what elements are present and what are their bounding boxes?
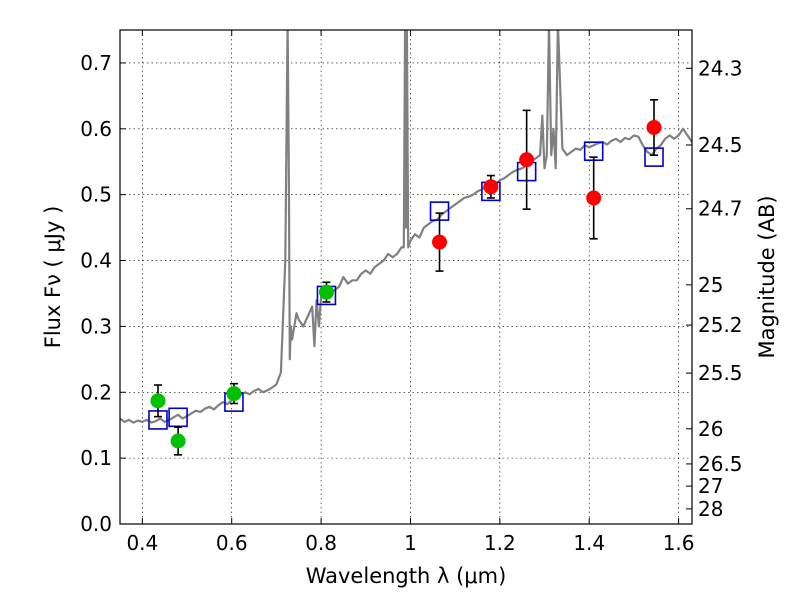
y-tick-label: 0.4	[80, 249, 112, 273]
right-axis-label: Magnitude (AB)	[755, 195, 779, 358]
right-tick-label: 24.3	[698, 56, 743, 80]
x-tick-label: 0.4	[126, 531, 158, 555]
right-tick-label: 25.5	[698, 361, 743, 385]
x-tick-label: 1.4	[573, 531, 605, 555]
spectrum-line	[120, 30, 692, 424]
right-tick-label: 24.7	[698, 197, 743, 221]
y-tick-label: 0.0	[80, 512, 112, 536]
x-tick-label: 1.6	[663, 531, 695, 555]
observed-point	[170, 433, 186, 449]
observed-point	[432, 234, 448, 250]
right-tick-label: 25.2	[698, 313, 743, 337]
y-tick-label: 0.2	[80, 380, 112, 404]
observed-point	[483, 179, 499, 195]
observed-point-layer	[150, 99, 662, 456]
x-tick-label: 1	[404, 531, 417, 555]
right-tick-label: 27	[698, 474, 723, 498]
plot-frame	[119, 29, 693, 525]
observed-point	[586, 190, 602, 206]
right-tick-label: 24.5	[698, 133, 743, 157]
observed-point	[519, 152, 535, 168]
observed-point	[318, 284, 334, 300]
y-tick-label: 0.1	[80, 446, 112, 470]
y-axis-label: Flux Fν ( μJy )	[41, 206, 65, 349]
right-tick-label: 25	[698, 273, 723, 297]
tick-layer: 0.4 0.6 0.8 1 1.2 1.4 1.6 0.0 0.1 0.2 0.3 0.4 0.5 0.6…	[80, 30, 743, 555]
y-tick-label: 0.3	[80, 314, 112, 338]
y-tick-label: 0.5	[80, 183, 112, 207]
x-tick-label: 0.8	[305, 531, 337, 555]
model-square-point	[168, 407, 188, 428]
x-tick-label: 0.6	[216, 531, 248, 555]
y-tick-label: 0.6	[80, 117, 112, 141]
right-tick-label: 26.5	[698, 452, 743, 476]
observed-point	[226, 386, 242, 402]
y-tick-label: 0.7	[80, 51, 112, 75]
x-tick-label: 1.2	[484, 531, 516, 555]
observed-point	[150, 393, 166, 409]
observed-point	[646, 119, 662, 135]
right-tick-label: 26	[698, 417, 723, 441]
x-axis-label: Wavelength λ (μm)	[306, 564, 507, 588]
right-tick-label: 28	[698, 497, 723, 521]
spectrum-line-layer	[120, 30, 692, 424]
